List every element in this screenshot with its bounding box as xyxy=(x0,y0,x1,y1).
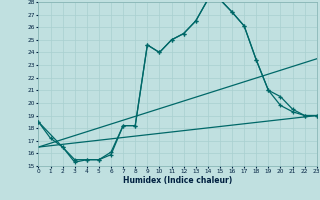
X-axis label: Humidex (Indice chaleur): Humidex (Indice chaleur) xyxy=(123,176,232,185)
